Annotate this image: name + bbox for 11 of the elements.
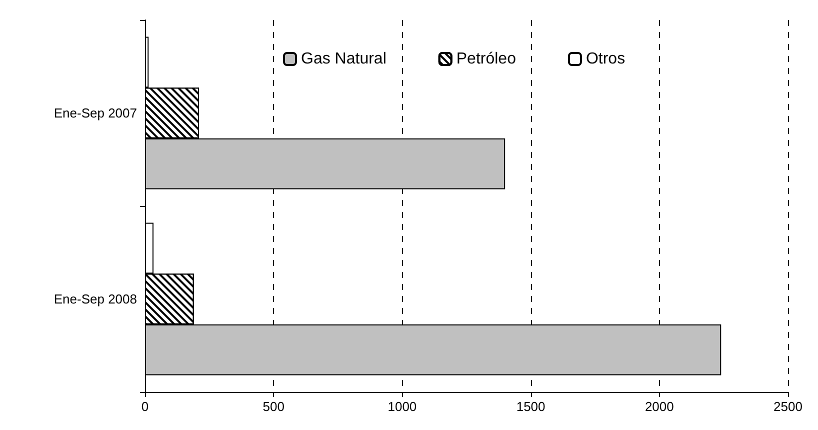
x-tick-label: 500 [262, 399, 284, 414]
y-tick-label: Ene-Sep 2007 [54, 106, 137, 120]
legend-label: Petróleo [456, 50, 516, 68]
y-tick-label: Ene-Sep 2008 [54, 292, 137, 306]
x-tick-label: 1500 [516, 399, 546, 414]
x-tick-label: 2500 [774, 399, 802, 414]
x-tick-label: 1000 [388, 399, 417, 414]
x-tick-label: 2000 [644, 399, 674, 414]
x-tick-label: 0 [141, 399, 149, 414]
legend-label: Otros [586, 50, 626, 68]
legend-label: Gas Natural [301, 50, 386, 68]
